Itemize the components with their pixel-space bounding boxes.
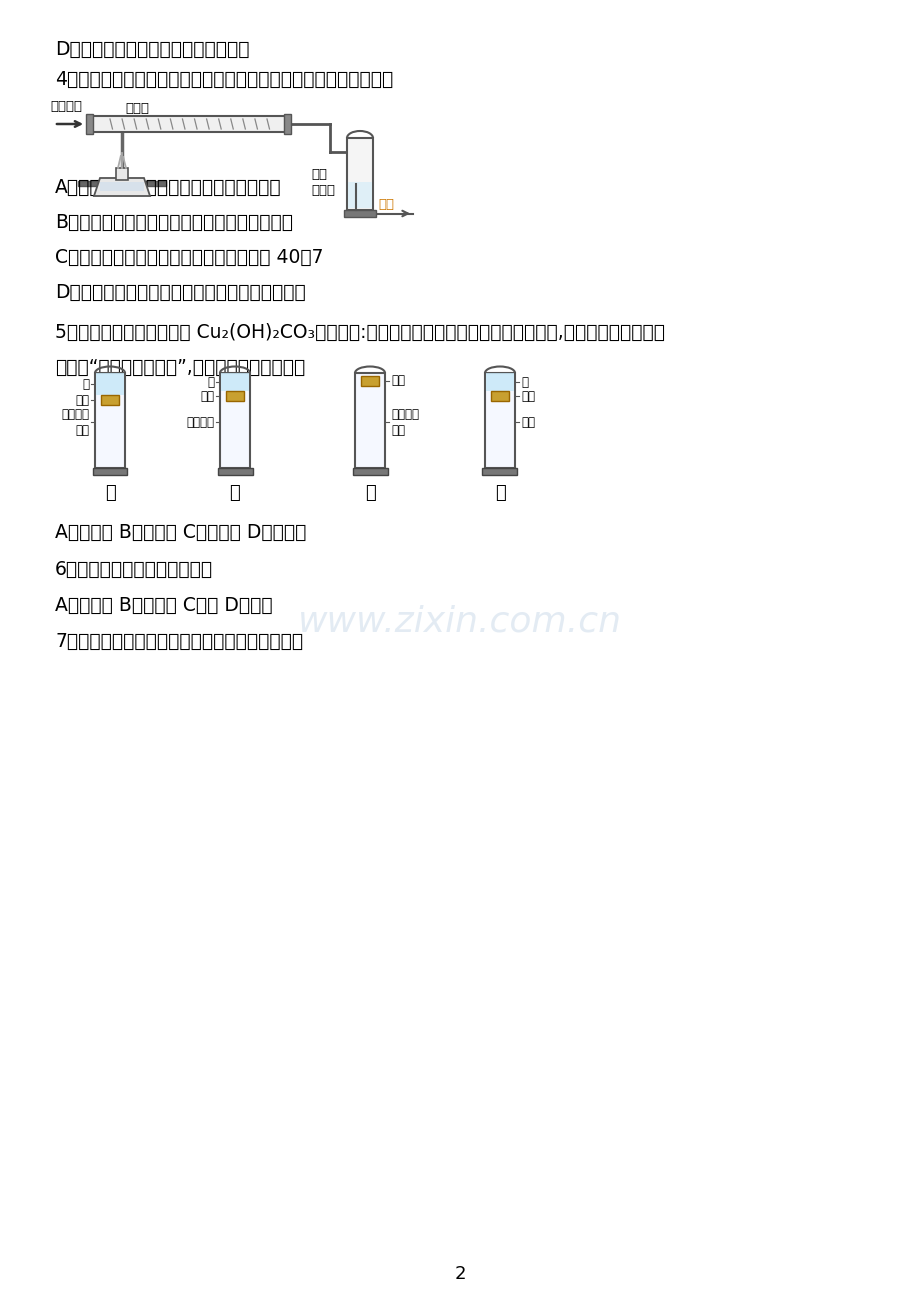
Bar <box>101 395 119 405</box>
Text: 水: 水 <box>82 378 89 391</box>
Text: D．将尾气点燃或收集，可防止一氧化碳污染空气: D．将尾气点燃或收集，可防止一氧化碳污染空气 <box>55 283 305 302</box>
Text: 二氧化碳
氧气: 二氧化碳 氧气 <box>391 408 418 437</box>
Bar <box>226 391 244 401</box>
Bar <box>93 468 128 474</box>
Text: 氧化铁: 氧化铁 <box>125 102 149 115</box>
Bar <box>221 373 249 391</box>
Bar <box>284 113 290 134</box>
Text: 6、下列物质中，属于合金的是: 6、下列物质中，属于合金的是 <box>55 560 213 579</box>
Text: 2: 2 <box>454 1265 465 1283</box>
Bar <box>95 373 125 468</box>
Polygon shape <box>94 179 150 195</box>
Text: 4、如图为一氧化碳还原氧化铁实验。下列说法中正确的是（　　）: 4、如图为一氧化碳还原氧化铁实验。下列说法中正确的是（ ） <box>55 70 392 89</box>
Bar <box>484 373 515 468</box>
Bar <box>346 138 372 210</box>
Bar <box>360 377 379 386</box>
Bar <box>116 168 128 180</box>
Text: www.zixin.com.cn: www.zixin.com.cn <box>298 605 621 638</box>
Text: 铜片: 铜片 <box>391 374 404 387</box>
Text: 水: 水 <box>207 375 214 388</box>
Bar <box>491 391 508 401</box>
Text: C．参加反应的氧化铁和一氧化碳质量比为 40：7: C．参加反应的氧化铁和一氧化碳质量比为 40：7 <box>55 248 323 267</box>
Bar <box>100 182 144 192</box>
Bar <box>96 373 124 395</box>
Text: A．不锈钢 B．氧化铁 C．铜 D．石墨: A．不锈钢 B．氧化铁 C．铜 D．石墨 <box>55 595 272 615</box>
Text: 5、某同学根据铜锈的成分 Cu₂(OH)₂CO₃作出猜想:引起金属铜锈蚀的因素除有氧气和水外,还应该有二氧化碳。: 5、某同学根据铜锈的成分 Cu₂(OH)₂CO₃作出猜想:引起金属铜锈蚀的因素除… <box>55 323 664 341</box>
Bar <box>482 468 516 474</box>
Bar <box>78 181 165 185</box>
Text: 澄清
石灰水: 澄清 石灰水 <box>311 168 335 197</box>
Text: A．开始时应先预热玻璃管，后通入一氧化碳: A．开始时应先预热玻璃管，后通入一氧化碳 <box>55 179 281 197</box>
Text: A．甲和乙 B．甲和丁 C．乙和丁 D．丙和丁: A．甲和乙 B．甲和丁 C．乙和丁 D．丙和丁 <box>55 523 306 542</box>
Text: B．实验中玻璃管里粉末由黑色逐渐变成红棕色: B．实验中玻璃管里粉末由黑色逐渐变成红棕色 <box>55 212 292 232</box>
Bar <box>347 182 371 208</box>
Bar <box>344 210 376 218</box>
Bar <box>85 113 93 134</box>
Bar <box>217 468 252 474</box>
Text: 铜片: 铜片 <box>75 394 89 407</box>
Text: 一氧化碳: 一氧化碳 <box>50 100 82 113</box>
Text: 铜片: 铜片 <box>520 390 535 403</box>
Text: 7、下列成都出土的文物中，不属于金属材料的是: 7、下列成都出土的文物中，不属于金属材料的是 <box>55 632 302 652</box>
Bar <box>220 373 250 468</box>
Text: 丁: 丁 <box>494 483 505 502</box>
Text: 铜片: 铜片 <box>199 390 214 403</box>
Text: 二氧化碳
氧气: 二氧化碳 氧气 <box>61 408 89 437</box>
Text: 尾气: 尾气 <box>378 198 393 211</box>
Text: 甲: 甲 <box>105 483 115 502</box>
Bar <box>92 116 285 132</box>
Bar <box>355 373 384 468</box>
Text: 丙: 丙 <box>364 483 375 502</box>
Bar <box>352 468 387 474</box>
Text: D．此实验设计运用了控制变量的方法: D．此实验设计运用了控制变量的方法 <box>55 40 249 59</box>
Text: 二氧化碳: 二氧化碳 <box>186 416 214 429</box>
Bar <box>485 373 514 391</box>
Text: 为证明“必须有二氧化碳”,需要进行下列实验中的: 为证明“必须有二氧化碳”,需要进行下列实验中的 <box>55 358 305 377</box>
Text: 氧气: 氧气 <box>520 416 535 429</box>
Text: 乙: 乙 <box>230 483 240 502</box>
Text: 水: 水 <box>520 375 528 388</box>
